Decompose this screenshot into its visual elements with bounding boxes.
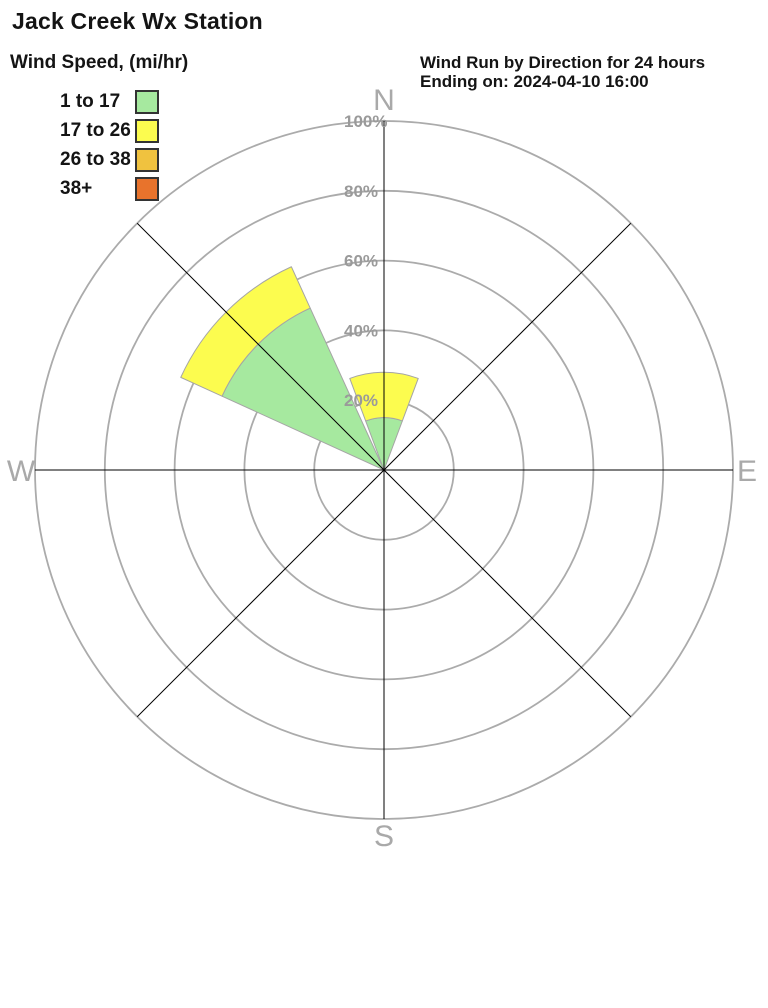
- ring-label-100: 100%: [344, 112, 387, 131]
- legend-swatch: [135, 176, 159, 201]
- legend-swatch: [135, 118, 159, 143]
- legend-title: Wind Speed, (mi/hr): [10, 52, 189, 73]
- legend-item: 38+: [60, 176, 159, 201]
- compass-label-E: E: [737, 455, 757, 488]
- ring-label-20: 20%: [344, 391, 378, 410]
- compass-label-S: S: [374, 820, 394, 853]
- legend-item-label: 1 to 17: [60, 90, 121, 112]
- legend-item-label: 26 to 38: [60, 148, 131, 170]
- legend-item: 26 to 38: [60, 147, 159, 172]
- subtitle-line1: Wind Run by Direction for 24 hours: [420, 53, 706, 72]
- legend-swatch: [135, 89, 159, 114]
- ring-label-80: 80%: [344, 182, 378, 201]
- axis-line-135: [136, 222, 632, 718]
- legend-item-label: 17 to 26: [60, 119, 131, 141]
- compass-label-N: N: [373, 84, 395, 117]
- ring-label-40: 40%: [344, 321, 378, 340]
- legend-item: 1 to 17: [60, 89, 159, 114]
- legend-swatch: [135, 147, 159, 172]
- page-title: Jack Creek Wx Station: [12, 8, 263, 34]
- compass-label-W: W: [7, 455, 36, 488]
- chart-subtitle: Wind Run by Direction for 24 hours Endin…: [420, 53, 705, 91]
- subtitle-line2: Ending on: 2024-04-10 16:00: [420, 72, 649, 91]
- ring-label-60: 60%: [344, 252, 378, 271]
- legend-item: 17 to 26: [60, 118, 159, 143]
- legend-item-label: 38+: [60, 177, 93, 199]
